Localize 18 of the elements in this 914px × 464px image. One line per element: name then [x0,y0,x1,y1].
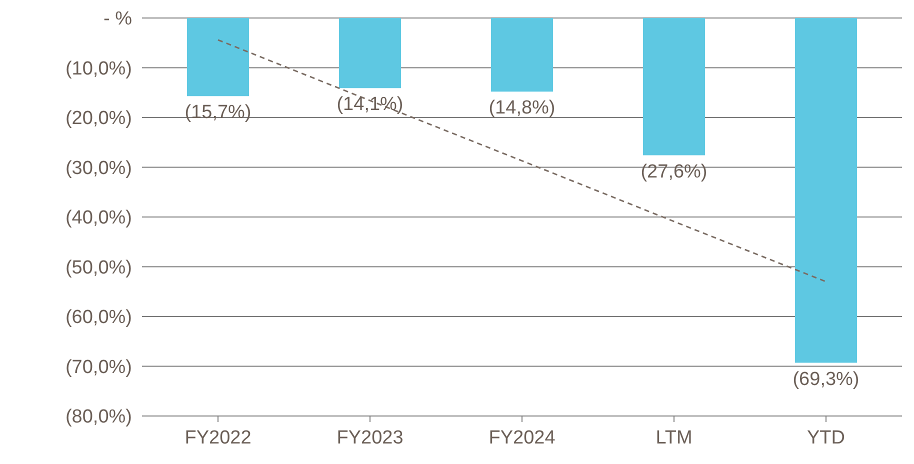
x-tick-label: YTD [807,427,845,448]
data-label: (69,3%) [792,368,860,390]
y-tick-label: (30,0%) [65,158,132,179]
x-tick-label: LTM [656,427,692,448]
data-label: (27,6%) [640,161,708,182]
y-tick-label: (10,0%) [65,58,132,80]
x-tick-label: FY2023 [336,427,404,448]
x-tick-label: FY2022 [184,427,252,448]
y-tick-label: (20,0%) [65,108,132,130]
data-label: (14,8%) [488,98,556,119]
x-tick-label: FY2024 [488,427,556,448]
y-tick-label: (70,0%) [65,356,132,378]
y-tick-label: (50,0%) [65,257,132,278]
y-tick-label: (60,0%) [65,307,132,328]
y-tick-label: (80,0%) [65,406,132,428]
y-tick-label: (40,0%) [65,208,132,229]
data-label: (14,1%) [336,94,404,116]
y-tick-label: - % [104,8,132,30]
